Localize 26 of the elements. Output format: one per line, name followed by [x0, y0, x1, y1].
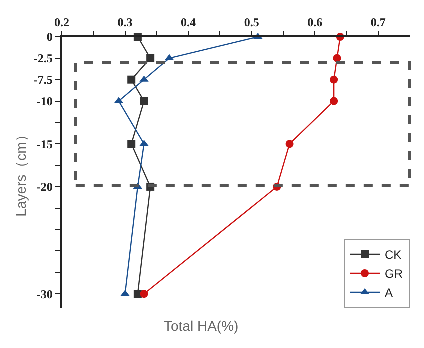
point	[140, 290, 148, 298]
y-tick-label: -2.5	[34, 52, 53, 66]
y-tick-label: -20	[36, 180, 53, 194]
point	[146, 54, 155, 62]
y-tick-label: 0	[46, 30, 53, 44]
y-tick-label: -30	[36, 287, 53, 302]
legend-label: A	[385, 286, 394, 300]
point	[140, 97, 148, 106]
x-tick-label: 0.4	[181, 15, 196, 30]
x-tick-label: 0.6	[308, 15, 323, 30]
point	[286, 140, 294, 148]
legend-label: GR	[385, 267, 404, 282]
point	[128, 76, 136, 84]
x-tick-label: 0.2	[54, 15, 70, 30]
y-tick-label: -7.5	[34, 73, 53, 88]
y-axis-title: Layers（cm）	[12, 128, 29, 217]
y-tick-label: -10	[36, 94, 53, 108]
point	[128, 140, 136, 148]
x-tick-label: 0.7	[370, 15, 386, 30]
x-axis-title: Total HA(%)	[164, 318, 239, 334]
y-tick-label: -15	[36, 137, 53, 152]
x-tick-label: 0.5	[244, 15, 260, 30]
point	[330, 76, 338, 84]
point	[330, 97, 338, 106]
legend-label: CK	[385, 248, 402, 262]
x-tick-label: 0.3	[118, 15, 133, 30]
